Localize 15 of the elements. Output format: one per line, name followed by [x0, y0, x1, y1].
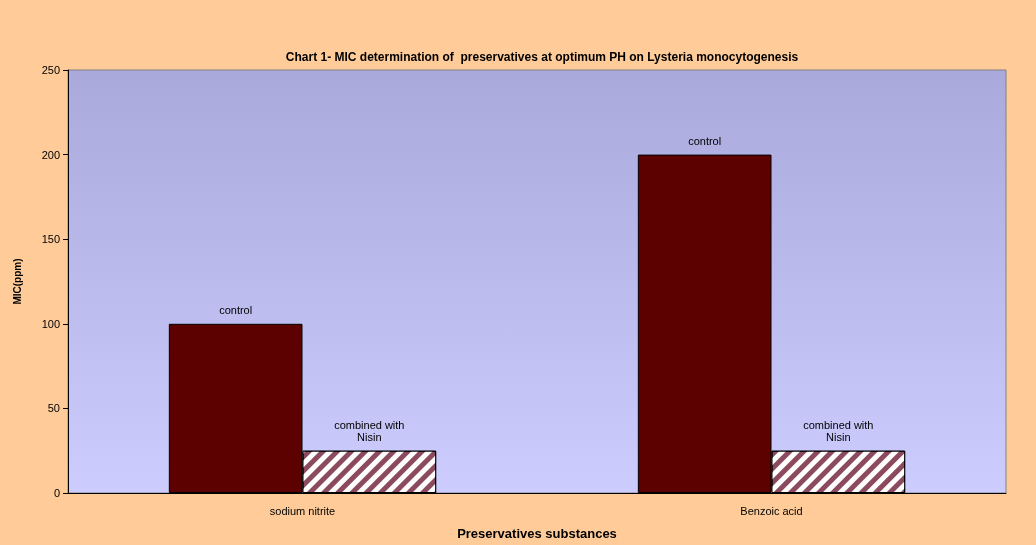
y-tick-label: 150 [41, 233, 60, 246]
text: combined with Nisin [803, 418, 874, 443]
y-tick-label: 0 [53, 487, 60, 499]
series-label: control [219, 303, 253, 316]
y-axis-title: MIC(ppm) [11, 258, 23, 305]
x-tick-label: sodium nitrite [269, 504, 336, 517]
x-tick-label: Benzoic acid [740, 504, 803, 517]
y-tick-label: 200 [41, 148, 60, 161]
y-tick-label: 50 [47, 402, 60, 415]
x-axis-title: Preservatives substances [457, 526, 617, 541]
y-tick-label: 250 [41, 64, 60, 76]
text: control [688, 134, 722, 147]
series-label: combined with Nisin [334, 418, 405, 443]
y-tick-label: 100 [41, 317, 60, 330]
chart-title: Chart 1- MIC determination of preservatives at optimum PH on Lysteria monocytogenesis [285, 50, 799, 64]
